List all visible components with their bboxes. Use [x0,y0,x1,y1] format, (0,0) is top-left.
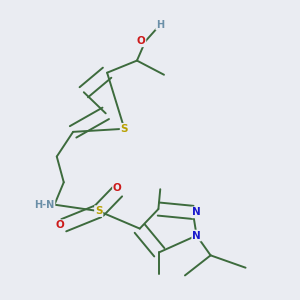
Text: S: S [121,124,128,134]
Text: N: N [192,207,201,218]
Text: N: N [192,230,201,241]
Text: O: O [137,36,146,46]
Text: O: O [113,183,122,193]
Text: S: S [95,206,103,216]
Text: H-N: H-N [34,200,55,210]
Text: O: O [55,220,64,230]
Text: H: H [156,20,164,30]
